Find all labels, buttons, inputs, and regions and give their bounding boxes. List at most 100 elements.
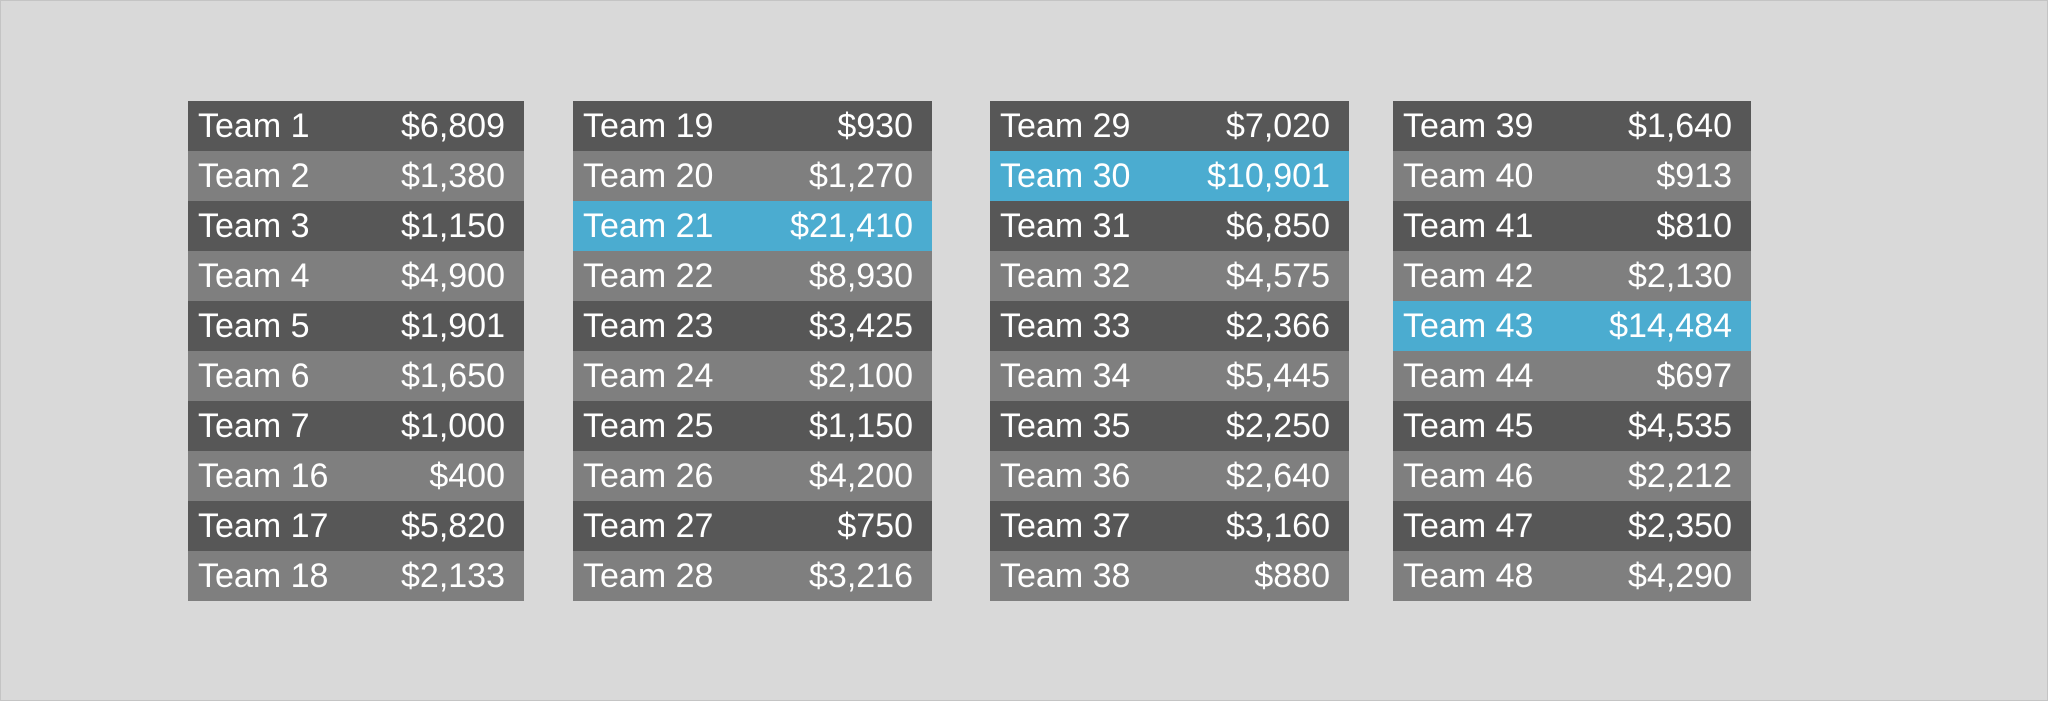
- table-row: Team 16 $400: [188, 451, 524, 501]
- team-name: Team 42: [1403, 256, 1534, 295]
- team-amount: $750: [837, 506, 913, 545]
- team-table-3: Team 29 $7,020 Team 30 $10,901 Team 31 $6,850…: [990, 101, 1349, 601]
- team-name: Team 19: [583, 106, 714, 145]
- team-amount: $6,850: [1226, 206, 1330, 245]
- table-row: Team 25 $1,150: [573, 401, 932, 451]
- team-name: Team 1: [198, 106, 310, 145]
- team-name: Team 44: [1403, 356, 1534, 395]
- team-name: Team 35: [1000, 406, 1131, 445]
- team-table-1: Team 1 $6,809 Team 2 $1,380 Team 3 $1,150 Team…: [188, 101, 524, 601]
- team-amount: $3,216: [809, 556, 913, 595]
- team-amount: $2,640: [1226, 456, 1330, 495]
- team-name: Team 24: [583, 356, 714, 395]
- table-row: Team 4 $4,900: [188, 251, 524, 301]
- team-amount: $4,200: [809, 456, 913, 495]
- team-amount: $1,270: [809, 156, 913, 195]
- team-name: Team 46: [1403, 456, 1534, 495]
- table-row: Team 41 $810: [1393, 201, 1751, 251]
- team-name: Team 18: [198, 556, 329, 595]
- table-row: Team 24 $2,100: [573, 351, 932, 401]
- team-name: Team 41: [1403, 206, 1534, 245]
- team-amount: $4,535: [1628, 406, 1732, 445]
- team-amount: $880: [1254, 556, 1330, 595]
- team-amount: $1,901: [401, 306, 505, 345]
- table-row: Team 40 $913: [1393, 151, 1751, 201]
- table-row: Team 3 $1,150: [188, 201, 524, 251]
- team-amount: $3,425: [809, 306, 913, 345]
- team-amount: $913: [1656, 156, 1732, 195]
- team-amount: $7,020: [1226, 106, 1330, 145]
- team-amount: $4,575: [1226, 256, 1330, 295]
- team-name: Team 31: [1000, 206, 1131, 245]
- team-name: Team 39: [1403, 106, 1534, 145]
- team-name: Team 7: [198, 406, 310, 445]
- team-table-4: Team 39 $1,640 Team 40 $913 Team 41 $810 Team …: [1393, 101, 1751, 601]
- team-table-2: Team 19 $930 Team 20 $1,270 Team 21 $21,410 Te…: [573, 101, 932, 601]
- team-name: Team 22: [583, 256, 714, 295]
- team-name: Team 3: [198, 206, 310, 245]
- team-name: Team 43: [1403, 306, 1534, 345]
- team-name: Team 28: [583, 556, 714, 595]
- team-amount: $2,366: [1226, 306, 1330, 345]
- team-amount: $2,350: [1628, 506, 1732, 545]
- team-name: Team 48: [1403, 556, 1534, 595]
- team-amount: $4,290: [1628, 556, 1732, 595]
- team-name: Team 26: [583, 456, 714, 495]
- table-row: Team 18 $2,133: [188, 551, 524, 601]
- team-name: Team 20: [583, 156, 714, 195]
- team-amount: $4,900: [401, 256, 505, 295]
- table-row: Team 26 $4,200: [573, 451, 932, 501]
- team-name: Team 4: [198, 256, 310, 295]
- team-amount: $14,484: [1609, 306, 1732, 345]
- table-row: Team 20 $1,270: [573, 151, 932, 201]
- team-amount: $1,640: [1628, 106, 1732, 145]
- team-name: Team 34: [1000, 356, 1131, 395]
- team-amount: $1,380: [401, 156, 505, 195]
- team-amount: $1,150: [809, 406, 913, 445]
- team-amount: $8,930: [809, 256, 913, 295]
- table-row: Team 35 $2,250: [990, 401, 1349, 451]
- team-name: Team 2: [198, 156, 310, 195]
- team-amount: $3,160: [1226, 506, 1330, 545]
- table-row-highlighted: Team 21 $21,410: [573, 201, 932, 251]
- team-amount: $2,250: [1226, 406, 1330, 445]
- team-amount: $400: [429, 456, 505, 495]
- table-row: Team 48 $4,290: [1393, 551, 1751, 601]
- table-row: Team 22 $8,930: [573, 251, 932, 301]
- team-name: Team 32: [1000, 256, 1131, 295]
- team-amount: $1,150: [401, 206, 505, 245]
- table-row: Team 34 $5,445: [990, 351, 1349, 401]
- team-name: Team 47: [1403, 506, 1534, 545]
- table-row-highlighted: Team 43 $14,484: [1393, 301, 1751, 351]
- table-row: Team 23 $3,425: [573, 301, 932, 351]
- table-row: Team 38 $880: [990, 551, 1349, 601]
- table-row: Team 47 $2,350: [1393, 501, 1751, 551]
- table-row: Team 45 $4,535: [1393, 401, 1751, 451]
- team-amount: $2,100: [809, 356, 913, 395]
- team-amount: $21,410: [790, 206, 913, 245]
- table-row: Team 46 $2,212: [1393, 451, 1751, 501]
- team-amount: $6,809: [401, 106, 505, 145]
- table-row: Team 29 $7,020: [990, 101, 1349, 151]
- table-row: Team 32 $4,575: [990, 251, 1349, 301]
- team-name: Team 29: [1000, 106, 1131, 145]
- table-row: Team 28 $3,216: [573, 551, 932, 601]
- team-name: Team 36: [1000, 456, 1131, 495]
- team-amount: $2,130: [1628, 256, 1732, 295]
- table-row: Team 19 $930: [573, 101, 932, 151]
- team-name: Team 27: [583, 506, 714, 545]
- table-row: Team 27 $750: [573, 501, 932, 551]
- team-amount: $810: [1656, 206, 1732, 245]
- team-name: Team 30: [1000, 156, 1131, 195]
- table-row: Team 44 $697: [1393, 351, 1751, 401]
- team-name: Team 33: [1000, 306, 1131, 345]
- table-row: Team 7 $1,000: [188, 401, 524, 451]
- team-amount: $2,133: [401, 556, 505, 595]
- table-row: Team 42 $2,130: [1393, 251, 1751, 301]
- team-amount: $10,901: [1207, 156, 1330, 195]
- team-name: Team 5: [198, 306, 310, 345]
- team-amount: $1,000: [401, 406, 505, 445]
- team-name: Team 45: [1403, 406, 1534, 445]
- team-name: Team 40: [1403, 156, 1534, 195]
- table-row: Team 39 $1,640: [1393, 101, 1751, 151]
